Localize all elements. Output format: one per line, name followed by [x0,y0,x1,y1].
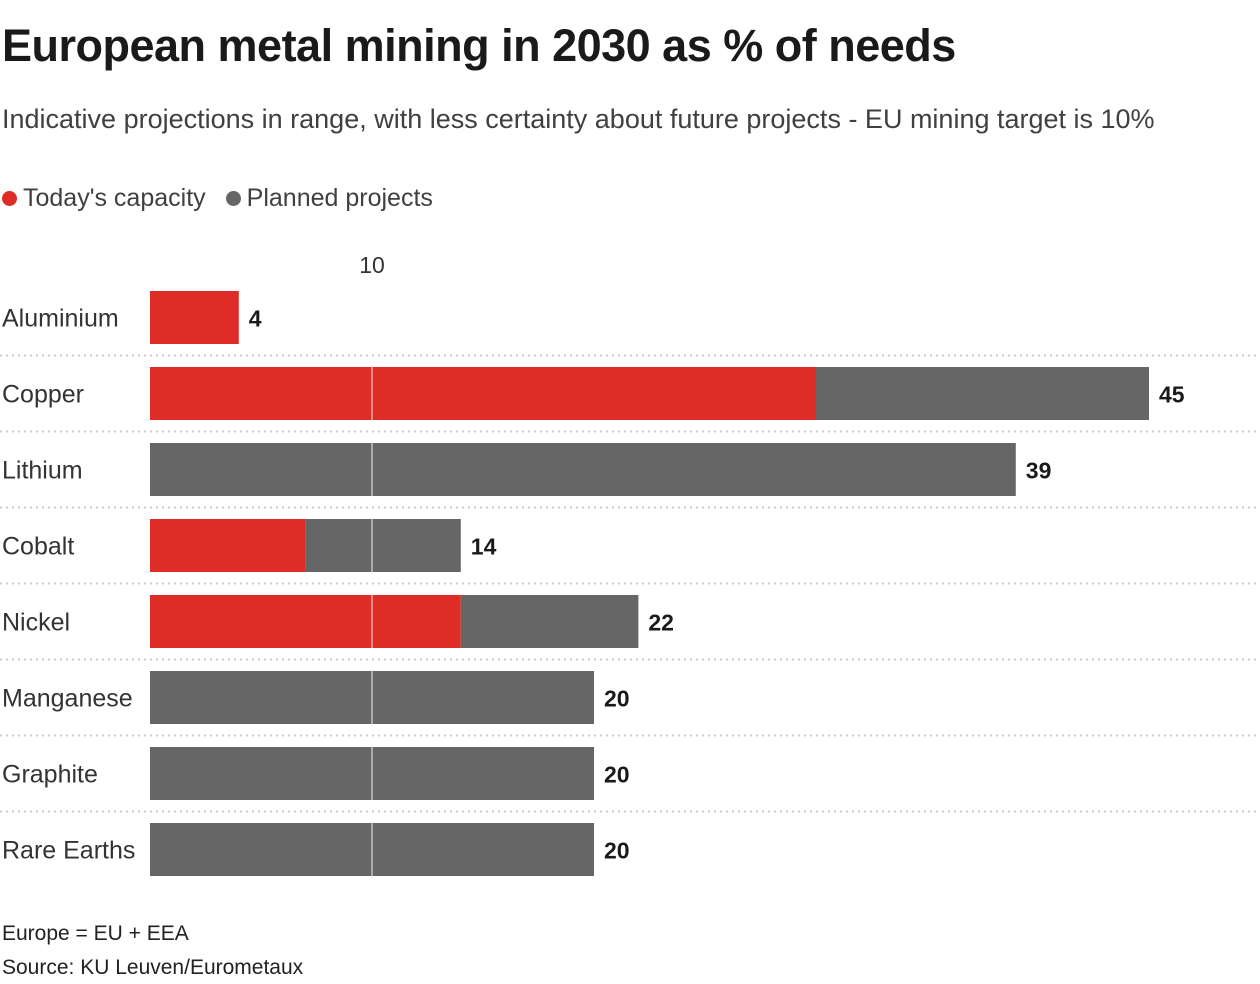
bar-planned [150,747,594,800]
data-label: 22 [648,610,674,636]
data-label: 20 [604,762,630,788]
chart-title: European metal mining in 2030 as % of ne… [2,20,956,71]
category-label: Graphite [2,761,98,789]
legend-swatch-today-icon [2,191,17,206]
legend-item-planned: Planned projects [225,184,433,213]
bar-planned [150,443,1016,496]
footer-source: Source: KU Leuven/Eurometaux [2,956,304,979]
bar-today [150,595,461,648]
data-label: 45 [1159,382,1185,408]
legend-item-today: Today's capacity [2,184,206,213]
category-label: Nickel [2,609,70,637]
legend: Today's capacity Planned projects [2,184,433,213]
data-label: 4 [249,306,262,332]
data-label: 14 [471,534,497,560]
data-label: 39 [1026,458,1052,484]
category-label: Manganese [2,685,133,713]
category-label: Copper [2,381,84,409]
legend-label: Planned projects [246,184,433,212]
bar-planned [816,367,1149,420]
bar-today [150,291,239,344]
x-tick-label: 10 [359,252,385,278]
category-label: Lithium [2,457,83,485]
legend-label: Today's capacity [23,184,206,212]
bar-planned [150,823,594,876]
bar-planned [460,595,639,648]
chart-subtitle: Indicative projections in range, with le… [2,104,1155,134]
bar-planned [150,671,594,724]
category-label: Cobalt [2,533,74,561]
category-label: Rare Earths [2,837,135,865]
footer-note: Europe = EU + EEA [2,922,189,945]
category-label: Aluminium [2,305,119,333]
legend-swatch-planned-icon [225,191,241,206]
bar-today [150,519,306,572]
bar-today [150,367,816,420]
data-label: 20 [604,838,630,864]
bar-chart: 10 Aluminium 4 Copper 45 Lithium 39 Cobalt 14 Nic… [0,252,1260,876]
data-label: 20 [604,686,630,712]
bar-planned [305,519,461,572]
